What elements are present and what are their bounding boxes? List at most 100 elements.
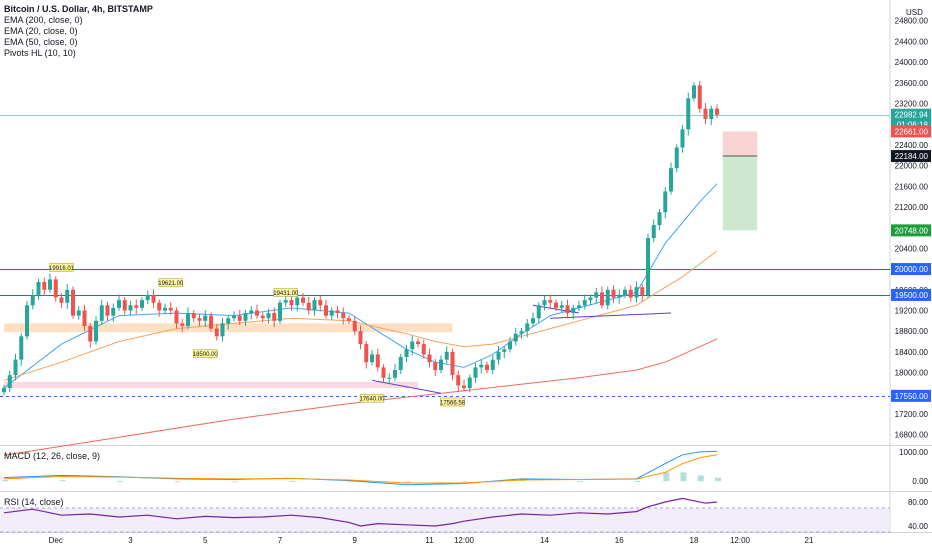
rsi-tick-label: 80.00	[908, 498, 929, 507]
currency-label[interactable]: USD	[906, 8, 923, 17]
candle-body	[628, 289, 633, 298]
candle-body	[439, 359, 443, 370]
candle-body	[306, 302, 311, 311]
candle	[513, 328, 518, 346]
candle-body	[692, 85, 696, 99]
candle	[209, 312, 213, 332]
rsi-band	[0, 508, 890, 532]
candle	[168, 302, 173, 315]
price-tick-label: 21600.00	[895, 182, 929, 191]
candle	[94, 316, 98, 345]
candle	[255, 304, 259, 319]
candle	[697, 80, 702, 113]
candle	[594, 287, 599, 304]
candle	[387, 373, 392, 384]
candle-body	[220, 323, 225, 337]
candle-body	[398, 357, 403, 370]
price-tick-label: 24800.00	[895, 17, 929, 26]
macd-pane-label[interactable]: MACD (12, 26, close, 9)	[4, 451, 101, 461]
candle	[134, 299, 139, 315]
candle-body	[128, 305, 133, 311]
legend-ema20[interactable]: EMA (20, close, 0)	[4, 26, 78, 36]
candle	[519, 328, 524, 339]
candle-body	[410, 341, 415, 350]
candle-body	[404, 349, 409, 358]
legend-ema50[interactable]: EMA (50, close, 0)	[4, 37, 78, 47]
trendline-2	[550, 312, 672, 319]
stop-zone	[722, 131, 758, 157]
candle-body	[272, 313, 277, 321]
candle	[669, 162, 673, 195]
candle-body	[329, 310, 334, 316]
candle	[479, 359, 484, 374]
candle	[214, 324, 219, 341]
candle	[623, 286, 627, 299]
level-price-bg-2	[891, 389, 931, 402]
legend-pivots[interactable]: Pivots HL (10, 10)	[4, 48, 76, 58]
candle	[686, 92, 691, 136]
candle-body	[370, 354, 374, 363]
candle	[99, 299, 104, 325]
chart-legend: Bitcoin / U.S. Dollar, 4h, BITSTAMP EMA …	[4, 4, 153, 59]
candle-body	[479, 364, 484, 368]
candle	[352, 316, 357, 336]
macd-histogram-bar	[289, 480, 296, 482]
candle	[19, 333, 24, 366]
macd-histogram-bar	[577, 481, 583, 483]
candle-body	[168, 307, 173, 311]
candle-body	[519, 331, 524, 334]
candle-body	[674, 147, 679, 169]
candle	[260, 312, 265, 323]
candle-body	[278, 302, 282, 321]
price-tag-countdown-0: 01:06:18	[897, 121, 929, 130]
candle-body	[623, 289, 627, 295]
level-price-bg-1	[891, 288, 931, 301]
candle	[82, 304, 87, 332]
candle-body	[697, 85, 702, 109]
time-tick-label: Dec	[49, 536, 63, 545]
candle	[7, 370, 12, 393]
candle-body	[427, 354, 432, 363]
candle-body	[30, 294, 35, 306]
candle	[703, 102, 708, 125]
macd-histogram-bar	[117, 480, 123, 482]
candle	[157, 299, 162, 317]
candle	[289, 294, 294, 311]
candle-body	[485, 364, 489, 370]
macd-histogram-bar	[462, 481, 468, 483]
candle-body	[554, 302, 558, 308]
candle-body	[82, 310, 87, 326]
candle-body	[577, 305, 581, 308]
legend-ema200[interactable]: EMA (200, close, 0)	[4, 15, 83, 25]
level-price-label-2: 17550.00	[895, 392, 929, 401]
rsi-pane-label[interactable]: RSI (14, close)	[4, 497, 64, 507]
candle-body	[243, 313, 248, 321]
candle-body	[582, 300, 587, 306]
candle	[243, 309, 248, 326]
candle	[76, 306, 81, 320]
candle-body	[117, 300, 121, 308]
candle	[25, 300, 29, 340]
candle-body	[703, 108, 708, 120]
candle	[692, 82, 696, 102]
candle-body	[180, 323, 185, 326]
candle-body	[508, 341, 512, 350]
candle-body	[174, 310, 179, 324]
candle	[416, 338, 420, 348]
pivot-label-bg-0	[49, 263, 74, 272]
candle	[462, 379, 466, 392]
pivot-label-4: 17640.00	[359, 397, 385, 403]
candle-body	[456, 375, 461, 386]
candle-body	[289, 300, 294, 306]
candle	[272, 307, 277, 328]
candle-body	[347, 318, 351, 321]
candle	[197, 313, 202, 326]
macd-histogram-bar	[680, 472, 687, 482]
candle	[559, 300, 564, 313]
candle-body	[71, 289, 75, 316]
candle-body	[151, 294, 156, 303]
candle	[283, 295, 288, 307]
candle	[640, 284, 645, 302]
candle-body	[226, 318, 231, 324]
